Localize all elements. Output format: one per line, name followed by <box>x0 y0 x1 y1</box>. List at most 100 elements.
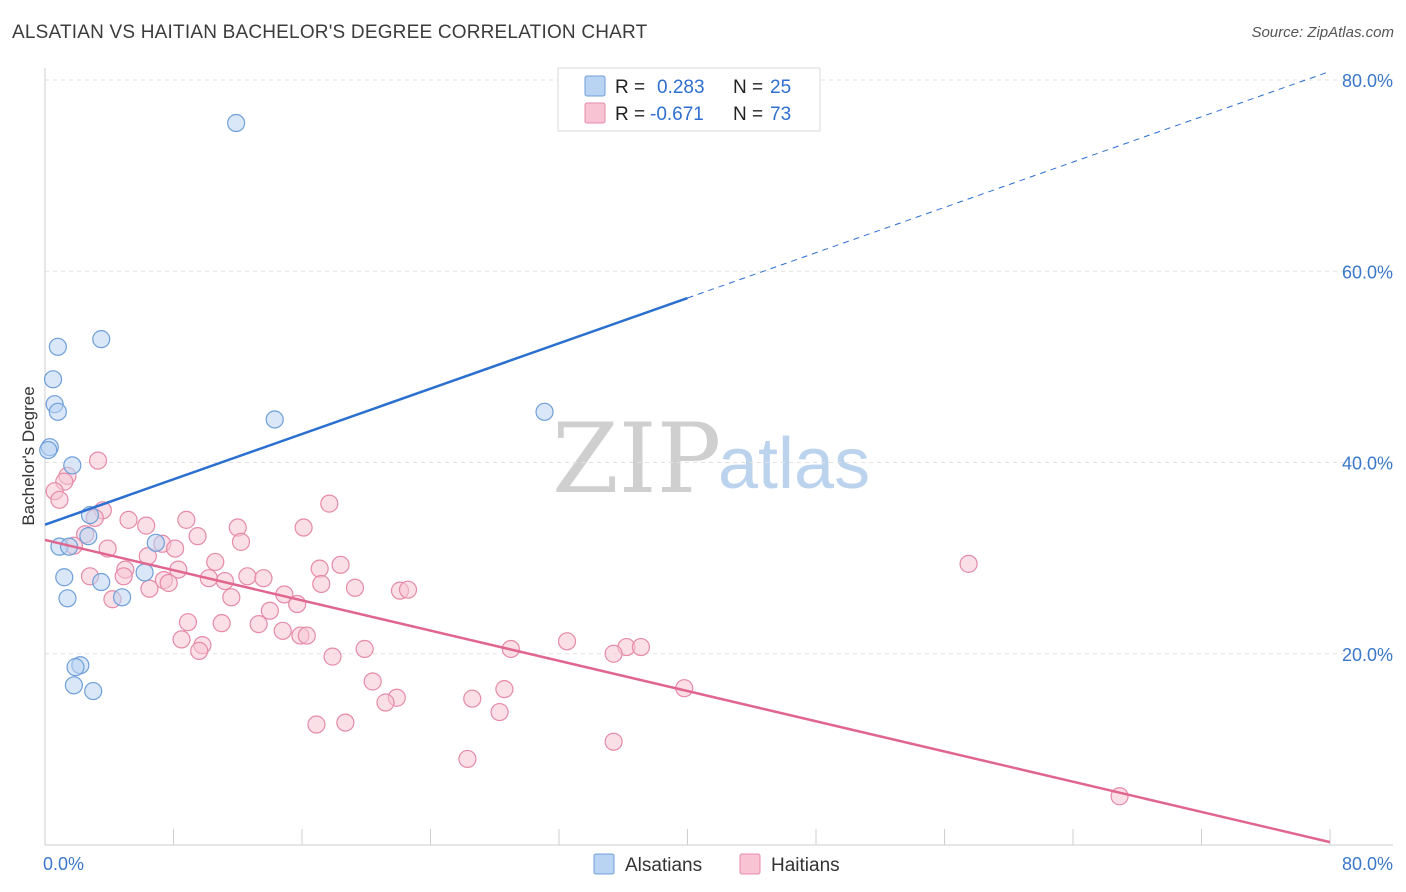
alsatian-n-label: N = <box>733 77 763 98</box>
watermark-zip: ZIP <box>552 403 721 515</box>
alsatians-legend-label: Alsatians <box>625 855 702 876</box>
haitian-legend-swatch <box>584 102 606 124</box>
haitian-point <box>294 518 313 537</box>
haitian-point <box>557 632 577 651</box>
haitian-n-label: N = <box>733 104 763 125</box>
alsatian-trend-extension <box>687 70 1331 299</box>
alsatian-point <box>66 658 85 677</box>
alsatian-point <box>48 337 67 356</box>
alsatian-point <box>39 440 58 460</box>
source-label: Source: ZipAtlas.com <box>1251 24 1394 41</box>
y-tick-label: 20.0% <box>1342 645 1393 665</box>
haitian-point <box>88 451 108 470</box>
alsatian-point <box>79 527 98 546</box>
haitians-legend-label: Haitians <box>771 855 840 876</box>
x-ticks <box>173 829 1331 845</box>
alsatian-point <box>84 681 103 701</box>
haitian-r-label: R = <box>615 104 645 125</box>
alsatian-r-label: R = <box>615 77 645 98</box>
alsatian-n-value: 25 <box>770 77 791 98</box>
haitian-point <box>959 554 978 573</box>
chart-title: ALSATIAN VS HAITIAN BACHELOR'S DEGREE CO… <box>12 22 648 43</box>
haitian-point <box>188 527 207 546</box>
haitian-point <box>320 494 339 513</box>
haitian-point <box>260 601 279 620</box>
haitian-point <box>190 641 209 660</box>
alsatian-point <box>112 588 132 607</box>
alsatian-point <box>146 533 165 552</box>
haitian-point <box>376 693 395 712</box>
haitians-legend-swatch <box>739 853 761 875</box>
alsatian-point <box>48 402 67 421</box>
watermark-atlas: atlas <box>718 424 870 504</box>
haitian-point <box>458 749 477 769</box>
haitian-point <box>310 559 329 578</box>
haitian-point <box>166 539 185 558</box>
alsatian-point <box>535 402 554 421</box>
haitian-point <box>331 555 350 574</box>
haitian-point <box>222 588 241 607</box>
alsatians-legend-swatch <box>593 853 615 875</box>
haitian-point <box>137 516 156 535</box>
stats-legend: R = 0.283 N = 25 R = -0.671 N = 73 <box>557 67 821 132</box>
alsatian-points <box>39 113 554 701</box>
alsatian-point <box>58 589 77 608</box>
alsatian-point <box>55 568 74 587</box>
haitian-point <box>159 573 178 593</box>
haitian-point <box>273 621 292 640</box>
gridlines <box>45 79 1393 655</box>
haitian-point <box>307 715 326 734</box>
haitian-point <box>495 680 514 699</box>
haitian-point <box>336 713 355 732</box>
haitian-point <box>398 580 418 599</box>
haitian-point <box>178 613 198 632</box>
y-tick-labels: 20.0% 40.0% 60.0% 80.0% <box>1342 71 1393 665</box>
alsatian-point <box>135 563 154 582</box>
alsatian-legend-swatch <box>584 75 606 97</box>
trend-lines <box>44 70 1331 844</box>
haitian-point <box>490 702 509 722</box>
haitian-point <box>463 689 482 708</box>
haitian-point <box>238 567 257 586</box>
alsatian-point <box>43 370 63 389</box>
alsatian-r-value: 0.283 <box>657 77 705 98</box>
alsatian-trend-line <box>44 296 688 526</box>
alsatian-point <box>92 572 111 592</box>
haitian-point <box>323 647 342 666</box>
haitian-point <box>206 552 225 572</box>
haitian-point <box>212 614 231 633</box>
haitian-point <box>312 574 331 594</box>
haitian-point <box>177 510 196 529</box>
haitian-point <box>297 626 316 645</box>
haitian-point <box>119 510 138 529</box>
haitian-point <box>50 490 69 509</box>
series-legend: Alsatians Haitians <box>593 853 840 876</box>
haitian-point <box>363 672 382 691</box>
y-tick-label: 60.0% <box>1342 262 1393 282</box>
haitian-point <box>631 637 651 657</box>
alsatian-point <box>64 676 84 695</box>
haitian-point <box>254 569 273 588</box>
haitian-point <box>140 579 159 598</box>
y-tick-label: 80.0% <box>1342 71 1393 91</box>
haitian-point <box>604 732 623 751</box>
haitian-point <box>249 615 268 634</box>
haitian-point <box>172 630 191 649</box>
haitian-n-value: 73 <box>770 104 791 125</box>
alsatian-point <box>63 456 82 475</box>
haitian-trend-line <box>44 538 1331 844</box>
alsatian-point <box>227 113 246 133</box>
y-axis-title: Bachelor's Degree <box>19 386 38 525</box>
haitian-point <box>231 532 251 551</box>
alsatian-point <box>92 330 111 349</box>
haitian-point <box>355 639 374 659</box>
x-tick-label-max: 80.0% <box>1342 854 1393 874</box>
haitian-point <box>114 567 133 586</box>
haitian-point <box>345 578 365 597</box>
haitian-r-value: -0.671 <box>650 104 704 125</box>
alsatian-point <box>265 410 284 429</box>
x-tick-label-min: 0.0% <box>43 854 84 874</box>
haitian-points <box>45 451 1129 806</box>
haitian-point <box>604 644 623 663</box>
